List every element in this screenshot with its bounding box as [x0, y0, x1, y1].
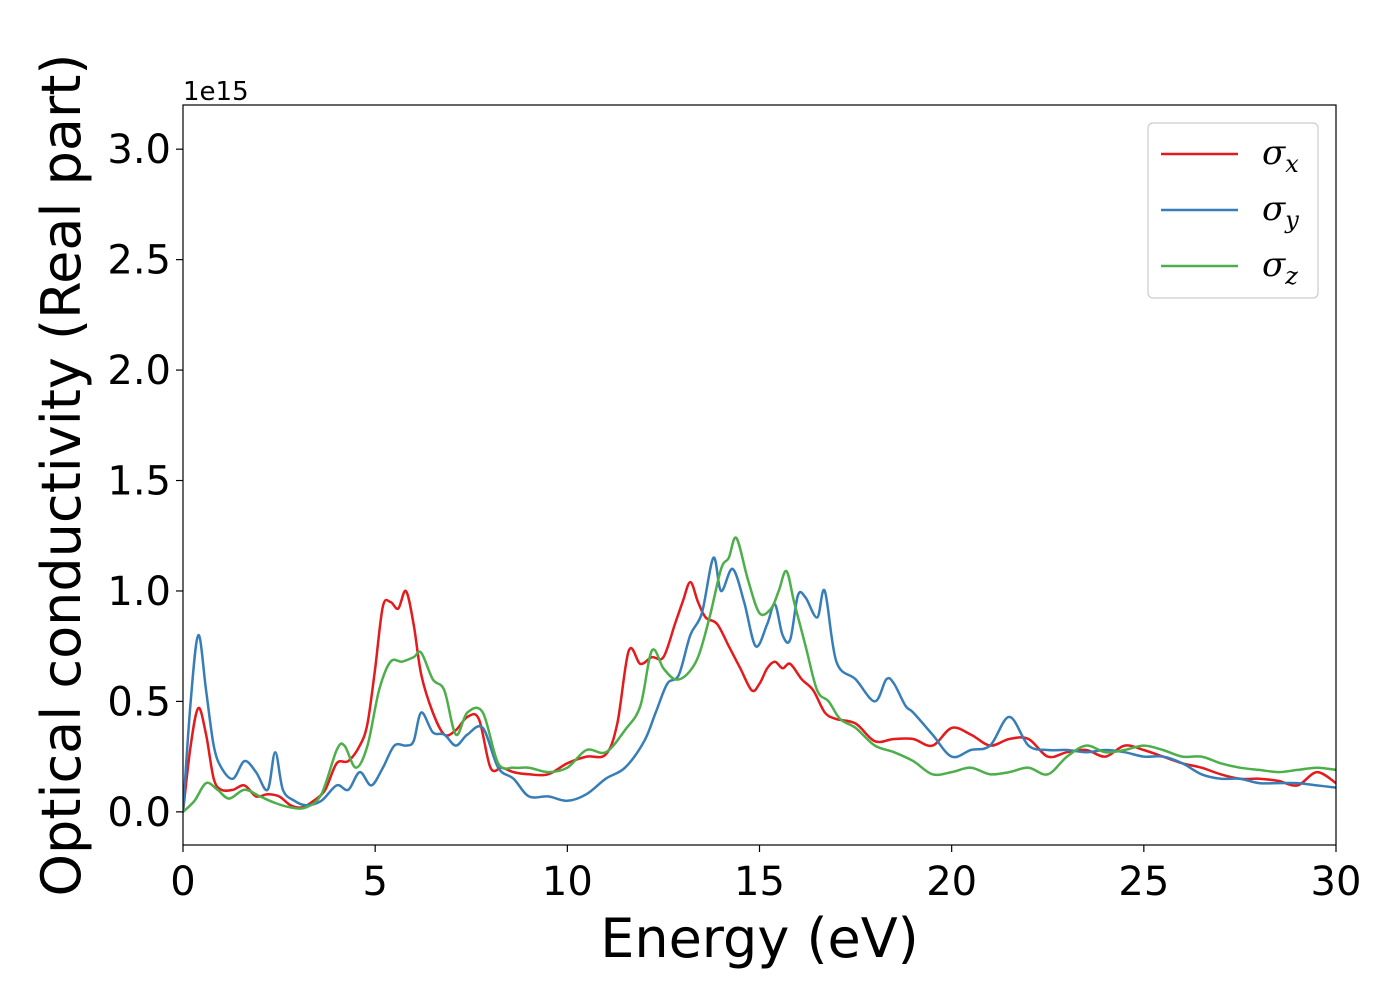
- series-line-z: [183, 536, 1336, 814]
- x-tick-label: 15: [734, 859, 785, 905]
- y-axis-label: Optical conductivity (Real part): [30, 54, 93, 897]
- x-tick-label: 20: [926, 859, 977, 905]
- series-line-x: [183, 580, 1336, 814]
- y-offset-text: 1e15: [183, 77, 249, 107]
- y-tick-label: 3.0: [107, 127, 171, 173]
- y-tick-label: 1.5: [107, 459, 171, 505]
- legend-label-y: σy: [1262, 189, 1299, 234]
- x-tick-label: 25: [1118, 859, 1169, 905]
- y-tick-label: 0.5: [107, 679, 171, 725]
- x-tick-label: 0: [170, 859, 195, 905]
- y-tick-label: 0.0: [107, 790, 171, 836]
- y-tick-label: 1.0: [107, 569, 171, 615]
- x-tick-label: 5: [362, 859, 387, 905]
- y-axis-ticks: 0.0 0.5 1.0 1.5 2.0 2.5 3.0: [107, 127, 183, 836]
- x-axis-ticks: 0 5 10 15 20 25 30: [170, 845, 1361, 905]
- x-tick-label: 10: [542, 859, 593, 905]
- legend: σx σy σz: [1147, 122, 1319, 299]
- x-axis-label: Energy (eV): [600, 907, 919, 970]
- legend-label-z: σz: [1262, 245, 1298, 290]
- x-tick-label: 30: [1311, 859, 1362, 905]
- y-tick-label: 2.5: [107, 238, 171, 284]
- y-tick-label: 2.0: [107, 348, 171, 394]
- series-line-y: [183, 556, 1336, 814]
- series-layer: [183, 536, 1336, 814]
- legend-label-x: σx: [1262, 133, 1299, 178]
